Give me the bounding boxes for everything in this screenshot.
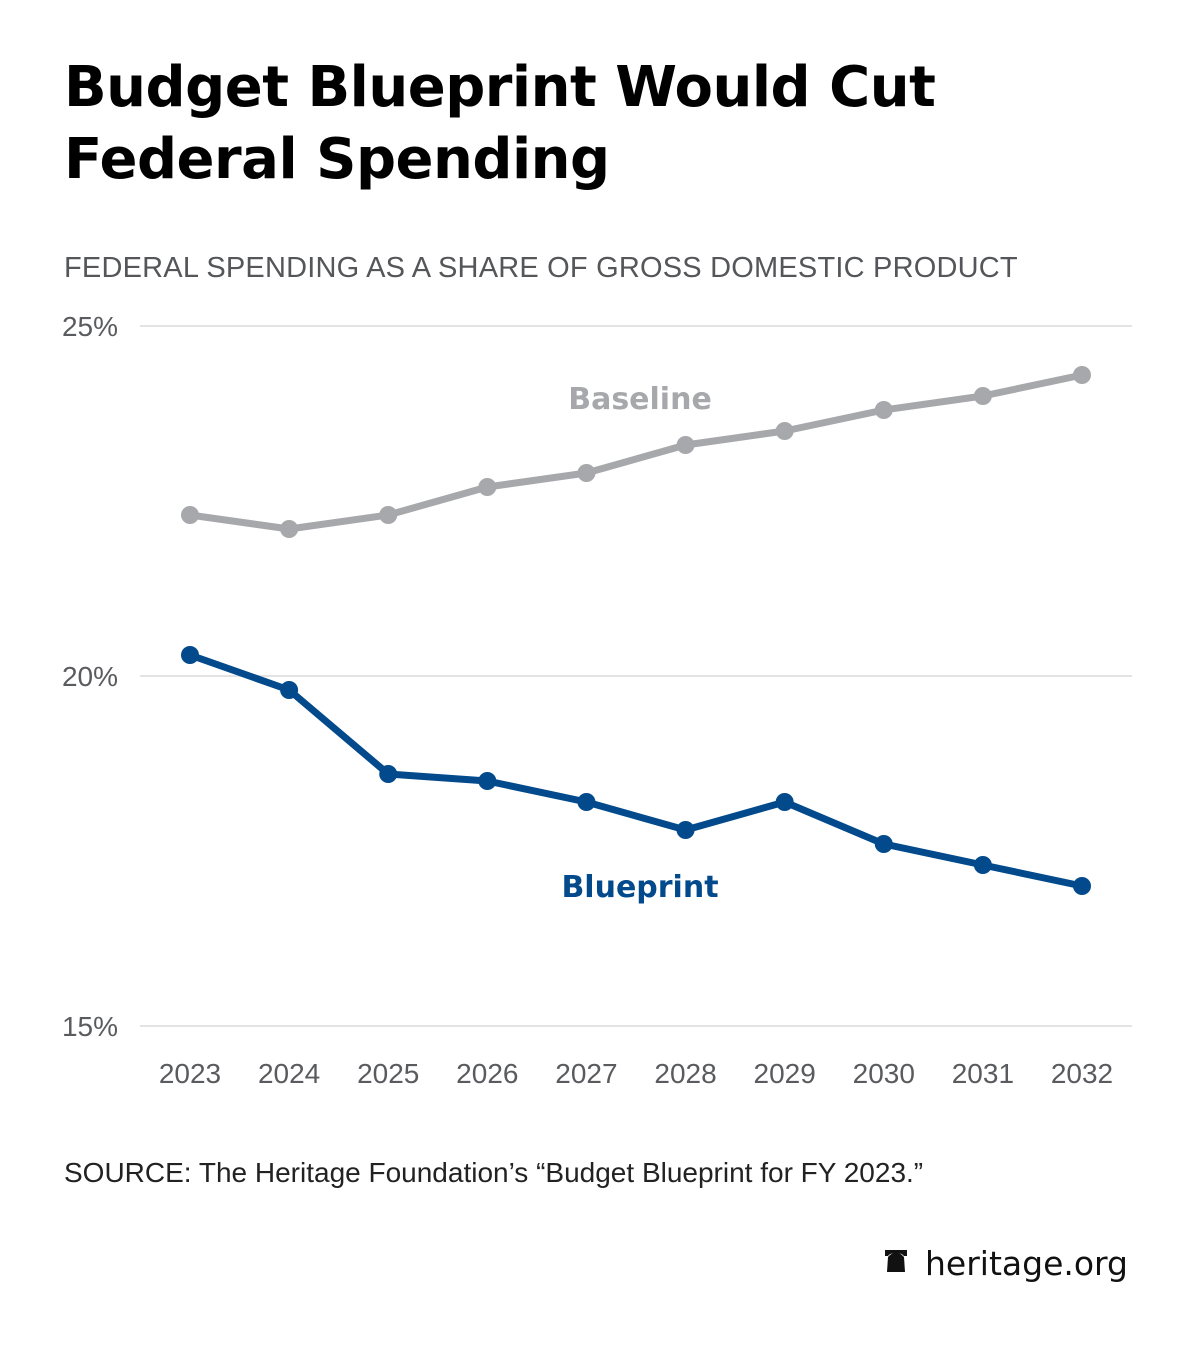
source-note: SOURCE: The Heritage Foundation’s “Budge… — [64, 1157, 924, 1188]
x-tick-label: 2028 — [654, 1058, 716, 1089]
chart-title: Budget Blueprint Would Cut Federal Spend… — [64, 55, 936, 192]
series-blueprint — [181, 646, 1091, 895]
data-point — [181, 646, 199, 664]
x-tick-label: 2032 — [1051, 1058, 1113, 1089]
chart-subtitle: FEDERAL SPENDING AS A SHARE OF GROSS DOM… — [64, 252, 1018, 284]
data-point — [874, 401, 893, 419]
data-point — [379, 765, 398, 783]
series-label-blueprint: Blueprint — [561, 870, 718, 905]
x-tick-label: 2025 — [357, 1058, 419, 1089]
data-point — [676, 821, 695, 839]
gridlines — [140, 325, 1132, 1027]
x-axis-ticks: 2023 2024 2025 2026 2027 2028 2029 2030 2031 2032 — [159, 1058, 1113, 1089]
data-point — [577, 464, 596, 482]
series-label-baseline: Baseline — [568, 382, 712, 417]
data-point — [1073, 877, 1091, 895]
x-tick-label: 2024 — [258, 1058, 320, 1089]
data-point — [478, 478, 497, 496]
data-point — [1073, 366, 1091, 384]
x-tick-label: 2023 — [159, 1058, 221, 1089]
data-point — [577, 793, 596, 811]
brand-link[interactable]: heritage.org — [925, 1244, 1128, 1283]
data-point — [181, 506, 199, 524]
data-point — [874, 835, 893, 853]
data-point — [676, 436, 695, 454]
y-axis-ticks: 15% 20% 25% — [62, 311, 118, 1042]
data-point — [775, 793, 794, 811]
data-point — [280, 520, 299, 538]
series-line — [188, 651, 1083, 890]
y-tick-label: 15% — [62, 1011, 118, 1042]
data-point — [478, 772, 497, 790]
data-point — [775, 422, 794, 440]
x-tick-label: 2031 — [952, 1058, 1014, 1089]
data-point — [973, 387, 992, 405]
data-point — [379, 506, 398, 524]
brand: heritage.org — [883, 1244, 1128, 1283]
y-tick-label: 20% — [62, 661, 118, 692]
data-point — [973, 856, 992, 874]
series — [181, 366, 1091, 895]
line-chart: 15%20%25% 2023 2024 2025 2026 2027 2028 2029 20… — [62, 311, 1132, 1089]
x-tick-label: 2026 — [456, 1058, 518, 1089]
series-labels: Baseline Blueprint — [561, 382, 718, 905]
y-tick-label: 25% — [62, 311, 118, 342]
data-point — [280, 681, 299, 699]
x-tick-label: 2030 — [853, 1058, 915, 1089]
x-tick-label: 2029 — [754, 1058, 816, 1089]
series-line — [189, 371, 1083, 533]
liberty-bell-icon — [883, 1248, 909, 1279]
x-tick-label: 2027 — [555, 1058, 617, 1089]
series-baseline — [181, 366, 1091, 538]
